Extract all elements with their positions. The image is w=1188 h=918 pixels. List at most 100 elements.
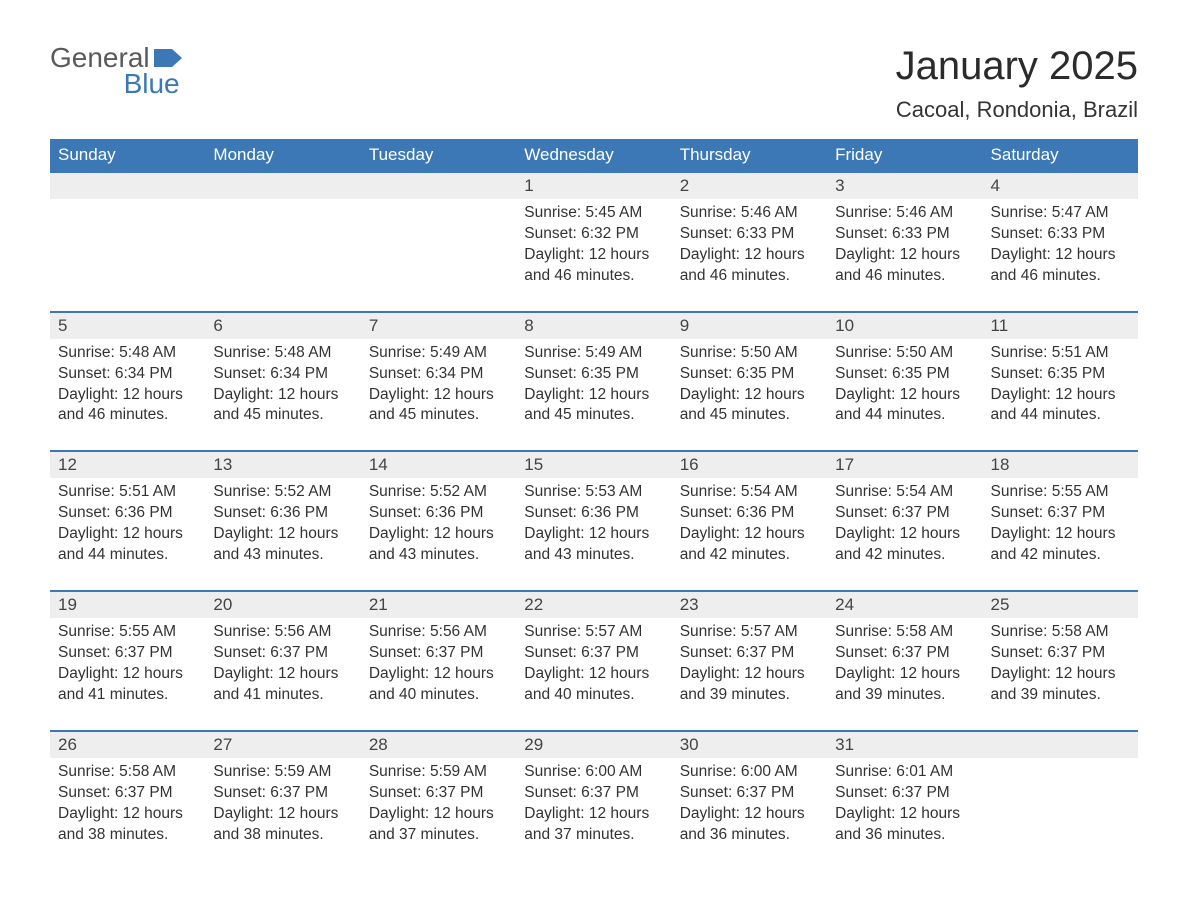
day-number: 12 xyxy=(58,455,77,474)
day-body-cell: Sunrise: 6:00 AMSunset: 6:37 PMDaylight:… xyxy=(516,758,671,870)
day-number-cell: 21 xyxy=(361,591,516,618)
daylight-line: Daylight: 12 hours and 39 minutes. xyxy=(680,664,819,706)
day-body-cell xyxy=(983,758,1138,870)
sunrise-line: Sunrise: 5:58 AM xyxy=(58,762,197,783)
sunset-line: Sunset: 6:37 PM xyxy=(213,643,352,664)
sunset-line: Sunset: 6:34 PM xyxy=(369,364,508,385)
sunrise-line: Sunrise: 5:54 AM xyxy=(680,482,819,503)
day-number-cell: 30 xyxy=(672,731,827,758)
day-number-cell: 8 xyxy=(516,312,671,339)
day-body-cell: Sunrise: 5:59 AMSunset: 6:37 PMDaylight:… xyxy=(361,758,516,870)
sunset-line: Sunset: 6:37 PM xyxy=(58,783,197,804)
sunrise-line: Sunrise: 5:47 AM xyxy=(991,203,1130,224)
day-number-cell: 23 xyxy=(672,591,827,618)
day-number-cell: 17 xyxy=(827,451,982,478)
sunrise-line: Sunrise: 5:57 AM xyxy=(524,622,663,643)
day-body-cell: Sunrise: 5:57 AMSunset: 6:37 PMDaylight:… xyxy=(516,618,671,731)
sunset-line: Sunset: 6:37 PM xyxy=(991,503,1130,524)
sunrise-line: Sunrise: 5:45 AM xyxy=(524,203,663,224)
day-number-cell: 19 xyxy=(50,591,205,618)
daylight-line: Daylight: 12 hours and 41 minutes. xyxy=(58,664,197,706)
day-body-cell: Sunrise: 5:53 AMSunset: 6:36 PMDaylight:… xyxy=(516,478,671,591)
day-number-row: 12131415161718 xyxy=(50,451,1138,478)
day-header: Monday xyxy=(205,139,360,172)
day-number-row: 19202122232425 xyxy=(50,591,1138,618)
title-block: January 2025 Cacoal, Rondonia, Brazil xyxy=(896,44,1138,123)
day-header: Friday xyxy=(827,139,982,172)
day-body-row: Sunrise: 5:51 AMSunset: 6:36 PMDaylight:… xyxy=(50,478,1138,591)
day-number-cell xyxy=(205,172,360,199)
daylight-line: Daylight: 12 hours and 42 minutes. xyxy=(680,524,819,566)
sunrise-line: Sunrise: 5:55 AM xyxy=(58,622,197,643)
day-body-cell: Sunrise: 5:54 AMSunset: 6:37 PMDaylight:… xyxy=(827,478,982,591)
sunrise-line: Sunrise: 5:58 AM xyxy=(835,622,974,643)
daylight-line: Daylight: 12 hours and 45 minutes. xyxy=(369,385,508,427)
sunrise-line: Sunrise: 5:52 AM xyxy=(213,482,352,503)
day-body-cell: Sunrise: 5:59 AMSunset: 6:37 PMDaylight:… xyxy=(205,758,360,870)
daylight-line: Daylight: 12 hours and 45 minutes. xyxy=(524,385,663,427)
sunrise-line: Sunrise: 5:52 AM xyxy=(369,482,508,503)
daylight-line: Daylight: 12 hours and 43 minutes. xyxy=(369,524,508,566)
day-number: 7 xyxy=(369,316,378,335)
day-body-cell: Sunrise: 5:46 AMSunset: 6:33 PMDaylight:… xyxy=(827,199,982,312)
daylight-line: Daylight: 12 hours and 44 minutes. xyxy=(991,385,1130,427)
day-number: 13 xyxy=(213,455,232,474)
day-body-cell: Sunrise: 5:48 AMSunset: 6:34 PMDaylight:… xyxy=(205,339,360,452)
day-body-cell: Sunrise: 5:55 AMSunset: 6:37 PMDaylight:… xyxy=(50,618,205,731)
day-body-cell: Sunrise: 5:54 AMSunset: 6:36 PMDaylight:… xyxy=(672,478,827,591)
daylight-line: Daylight: 12 hours and 36 minutes. xyxy=(680,804,819,846)
day-number-cell: 24 xyxy=(827,591,982,618)
day-body-cell xyxy=(361,199,516,312)
sunset-line: Sunset: 6:37 PM xyxy=(369,643,508,664)
daylight-line: Daylight: 12 hours and 46 minutes. xyxy=(680,245,819,287)
daylight-line: Daylight: 12 hours and 45 minutes. xyxy=(213,385,352,427)
sunset-line: Sunset: 6:36 PM xyxy=(58,503,197,524)
day-body-cell: Sunrise: 5:48 AMSunset: 6:34 PMDaylight:… xyxy=(50,339,205,452)
daylight-line: Daylight: 12 hours and 43 minutes. xyxy=(524,524,663,566)
daylight-line: Daylight: 12 hours and 46 minutes. xyxy=(991,245,1130,287)
day-number-cell: 25 xyxy=(983,591,1138,618)
sunset-line: Sunset: 6:37 PM xyxy=(835,783,974,804)
day-number-cell: 18 xyxy=(983,451,1138,478)
day-number: 26 xyxy=(58,735,77,754)
daylight-line: Daylight: 12 hours and 36 minutes. xyxy=(835,804,974,846)
sunrise-line: Sunrise: 5:46 AM xyxy=(680,203,819,224)
day-number-cell: 7 xyxy=(361,312,516,339)
sunset-line: Sunset: 6:37 PM xyxy=(213,783,352,804)
sunrise-line: Sunrise: 5:48 AM xyxy=(213,343,352,364)
day-number-cell: 14 xyxy=(361,451,516,478)
sunset-line: Sunset: 6:33 PM xyxy=(680,224,819,245)
day-body-cell: Sunrise: 6:01 AMSunset: 6:37 PMDaylight:… xyxy=(827,758,982,870)
day-number-cell: 10 xyxy=(827,312,982,339)
day-number: 24 xyxy=(835,595,854,614)
day-body-row: Sunrise: 5:45 AMSunset: 6:32 PMDaylight:… xyxy=(50,199,1138,312)
daylight-line: Daylight: 12 hours and 38 minutes. xyxy=(58,804,197,846)
day-number-cell: 26 xyxy=(50,731,205,758)
day-number: 28 xyxy=(369,735,388,754)
day-body-cell: Sunrise: 5:55 AMSunset: 6:37 PMDaylight:… xyxy=(983,478,1138,591)
day-body-cell: Sunrise: 5:52 AMSunset: 6:36 PMDaylight:… xyxy=(205,478,360,591)
day-header: Thursday xyxy=(672,139,827,172)
day-header-row: Sunday Monday Tuesday Wednesday Thursday… xyxy=(50,139,1138,172)
sunrise-line: Sunrise: 5:49 AM xyxy=(369,343,508,364)
day-number: 5 xyxy=(58,316,67,335)
day-number-cell: 13 xyxy=(205,451,360,478)
day-number: 21 xyxy=(369,595,388,614)
day-number: 30 xyxy=(680,735,699,754)
day-body-cell: Sunrise: 5:56 AMSunset: 6:37 PMDaylight:… xyxy=(361,618,516,731)
sunset-line: Sunset: 6:37 PM xyxy=(369,783,508,804)
sunset-line: Sunset: 6:37 PM xyxy=(835,643,974,664)
day-number: 3 xyxy=(835,176,844,195)
sunrise-line: Sunrise: 6:00 AM xyxy=(680,762,819,783)
day-number-cell: 27 xyxy=(205,731,360,758)
sunrise-line: Sunrise: 5:50 AM xyxy=(680,343,819,364)
day-number-cell: 15 xyxy=(516,451,671,478)
sunrise-line: Sunrise: 5:58 AM xyxy=(991,622,1130,643)
day-number: 19 xyxy=(58,595,77,614)
day-number-row: 1234 xyxy=(50,172,1138,199)
daylight-line: Daylight: 12 hours and 44 minutes. xyxy=(835,385,974,427)
day-body-cell: Sunrise: 5:57 AMSunset: 6:37 PMDaylight:… xyxy=(672,618,827,731)
location-subtitle: Cacoal, Rondonia, Brazil xyxy=(896,97,1138,123)
day-header: Wednesday xyxy=(516,139,671,172)
daylight-line: Daylight: 12 hours and 37 minutes. xyxy=(524,804,663,846)
